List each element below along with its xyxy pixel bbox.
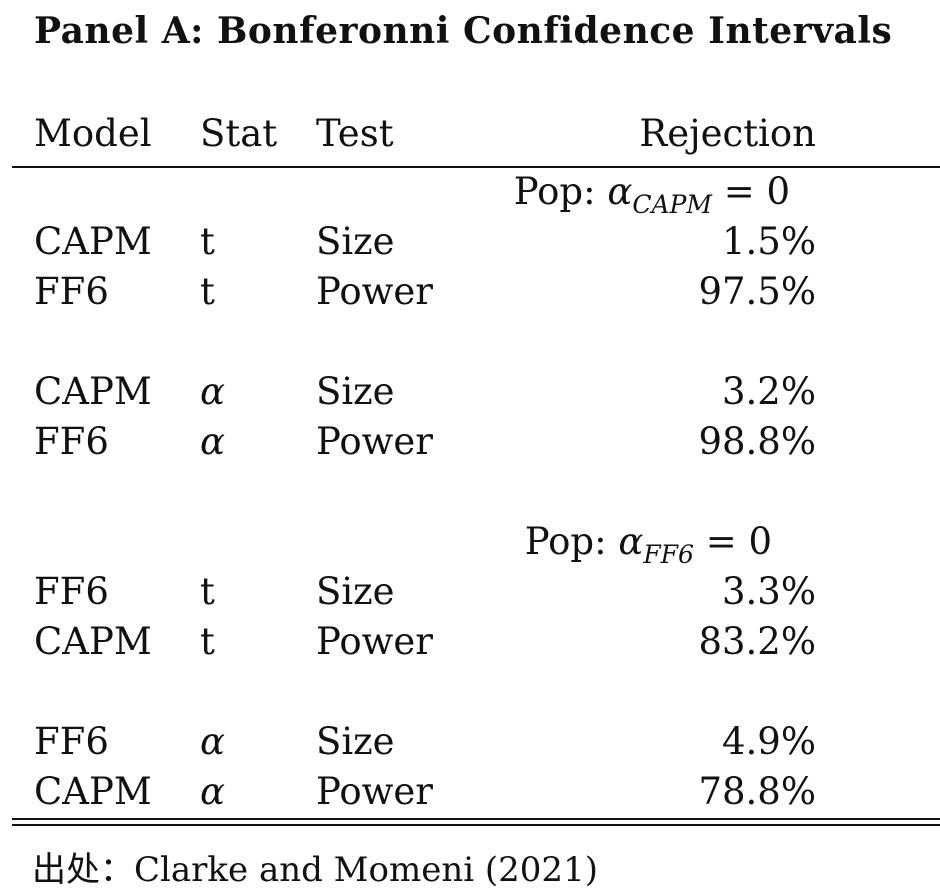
table-top-rule — [12, 166, 940, 168]
table-cell-model: FF6 — [34, 420, 109, 463]
table-cell-stat: t — [200, 270, 215, 313]
table-cell-model: FF6 — [34, 570, 109, 613]
table-cell-model: CAPM — [34, 220, 152, 263]
table-cell-model: CAPM — [34, 770, 152, 813]
table-cell-test: Power — [316, 620, 433, 663]
table-cell-rejection: 4.9% — [722, 720, 816, 763]
population-label: Pop: αCAPM = 0 — [514, 173, 790, 217]
population-prefix: Pop: — [513, 170, 596, 213]
population-alpha: α — [618, 520, 644, 563]
population-subscript: CAPM — [632, 190, 712, 219]
header-stat: Stat — [200, 112, 278, 155]
header-rejection: Rejection — [639, 112, 816, 155]
population-label: Pop: αFF6 = 0 — [525, 523, 772, 567]
table-cell-test: Size — [316, 370, 395, 413]
table-bottom-rule — [12, 824, 940, 826]
table-cell-model: FF6 — [34, 270, 109, 313]
table-cell-stat: α — [200, 420, 225, 463]
source-note: 出处：Clarke and Momeni (2021) — [32, 850, 598, 890]
table-cell-rejection: 1.5% — [722, 220, 816, 263]
table-cell-model: CAPM — [34, 620, 152, 663]
table-cell-test: Power — [316, 770, 433, 813]
table-cell-rejection: 83.2% — [698, 620, 816, 663]
header-test: Test — [316, 112, 394, 155]
panel-title: Panel A: Bonferonni Confidence Intervals — [34, 10, 893, 52]
population-equals: = 0 — [723, 170, 790, 213]
population-alpha: α — [607, 170, 633, 213]
table-cell-rejection: 3.2% — [722, 370, 816, 413]
table-cell-rejection: 78.8% — [698, 770, 816, 813]
table-cell-stat: t — [200, 570, 215, 613]
table-cell-test: Power — [316, 420, 433, 463]
population-equals: = 0 — [705, 520, 772, 563]
table-cell-stat: α — [200, 720, 225, 763]
table-cell-test: Size — [316, 570, 395, 613]
table-cell-model: CAPM — [34, 370, 152, 413]
header-model: Model — [34, 112, 152, 155]
table-cell-stat: t — [200, 620, 215, 663]
table-cell-test: Size — [316, 220, 395, 263]
table-bottom-rule — [12, 818, 940, 820]
table-cell-model: FF6 — [34, 720, 109, 763]
table-cell-rejection: 98.8% — [698, 420, 816, 463]
table-cell-rejection: 97.5% — [698, 270, 816, 313]
table-cell-rejection: 3.3% — [722, 570, 816, 613]
population-prefix: Pop: — [524, 520, 607, 563]
table-cell-stat: α — [200, 770, 225, 813]
table-cell-test: Power — [316, 270, 433, 313]
table-cell-test: Size — [316, 720, 395, 763]
table-cell-stat: α — [200, 370, 225, 413]
population-subscript: FF6 — [643, 540, 694, 569]
table-cell-stat: t — [200, 220, 215, 263]
